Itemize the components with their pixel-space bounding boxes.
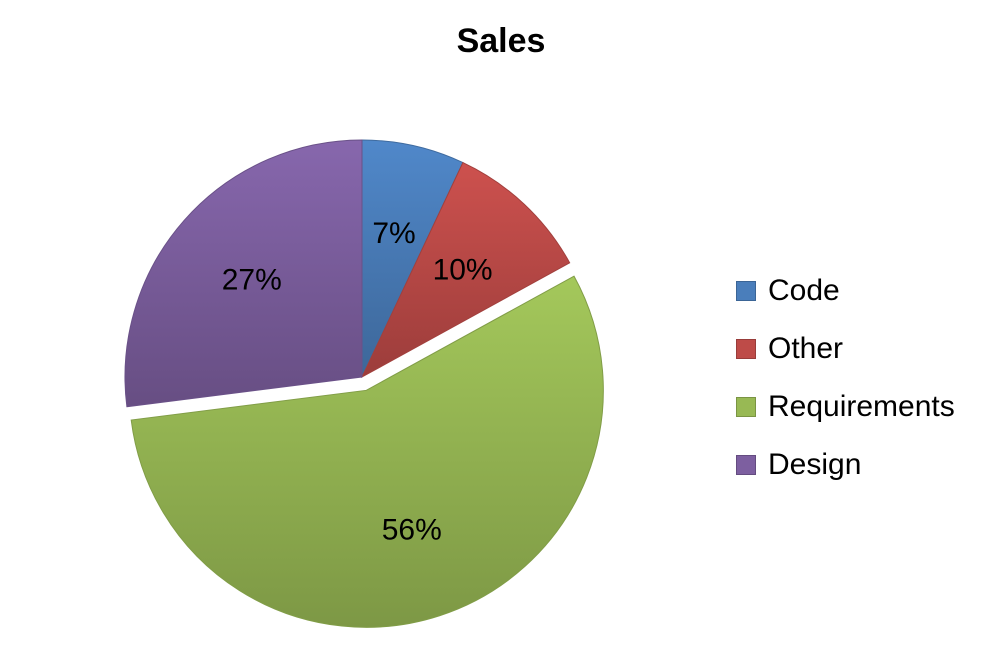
legend-swatch-design	[736, 455, 756, 475]
pie-slices	[124, 139, 604, 628]
legend-label-requirements: Requirements	[768, 390, 955, 423]
data-label-requirements: 56%	[382, 514, 442, 547]
legend-swatch-requirements	[736, 397, 756, 417]
legend-swatch-code	[736, 281, 756, 301]
legend-item-other: Other	[736, 320, 998, 378]
legend-item-requirements: Requirements	[736, 378, 998, 436]
pie-slice-design	[124, 139, 363, 408]
data-label-design: 27%	[222, 263, 282, 296]
legend-item-code: Code	[736, 262, 998, 320]
pie-slice-other	[360, 161, 571, 379]
legend: Code Other Requirements Design	[736, 262, 998, 494]
data-label-code: 7%	[372, 217, 415, 250]
legend-label-code: Code	[768, 274, 840, 307]
legend-label-design: Design	[768, 448, 862, 481]
legend-label-other: Other	[768, 332, 844, 365]
pie-slice-requirements	[130, 275, 604, 628]
pie-data-labels: 7% 10% 56% 27%	[222, 217, 493, 546]
chart-title: Sales	[456, 22, 546, 60]
legend-swatch-other	[736, 339, 756, 359]
legend-item-design: Design	[736, 436, 998, 494]
data-label-other: 10%	[433, 253, 493, 286]
pie-slice-code	[361, 139, 464, 378]
